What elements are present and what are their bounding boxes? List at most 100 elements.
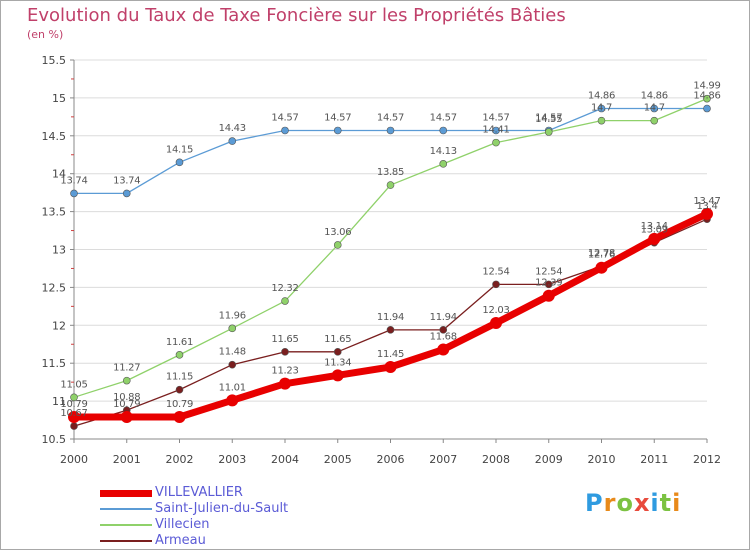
y-tick-label: 13 bbox=[52, 244, 66, 257]
data-point-armeau bbox=[439, 326, 448, 334]
data-label: 12.39 bbox=[535, 278, 562, 289]
x-tick-label: 2000 bbox=[60, 453, 88, 466]
data-point-villecien bbox=[281, 297, 289, 305]
data-point-villecien bbox=[333, 241, 342, 249]
data-point-armeau bbox=[228, 360, 237, 369]
data-label: 14.41 bbox=[482, 125, 509, 136]
data-label: 14.57 bbox=[430, 112, 457, 123]
x-tick-label: 2008 bbox=[482, 453, 510, 466]
data-point-villevallier bbox=[384, 360, 397, 373]
data-label: 14.7 bbox=[644, 103, 665, 114]
legend-label: VILLEVALLIER bbox=[155, 485, 243, 500]
x-tick-label: 2009 bbox=[535, 453, 563, 466]
data-point-villevallier bbox=[542, 289, 555, 302]
data-point-villevallier bbox=[701, 207, 713, 220]
data-label: 13.85 bbox=[377, 167, 404, 178]
data-point-villevallier bbox=[595, 261, 608, 274]
data-label: 14.55 bbox=[535, 114, 562, 125]
data-label: 14.13 bbox=[430, 146, 457, 157]
y-tick-label: 14.5 bbox=[42, 130, 67, 143]
data-label: 11.96 bbox=[219, 310, 246, 321]
y-tick-label: 11 bbox=[52, 395, 66, 408]
data-label: 13.4 bbox=[696, 201, 717, 212]
data-point-villecien bbox=[544, 128, 553, 136]
data-label: 13.14 bbox=[641, 221, 668, 232]
chart-title: Evolution du Taux de Taxe Foncière sur l… bbox=[27, 5, 566, 26]
data-point-villecien bbox=[122, 376, 131, 385]
data-label: 10.67 bbox=[60, 408, 87, 419]
data-point-armeau bbox=[175, 385, 184, 394]
y-tick-label: 15 bbox=[52, 92, 66, 105]
data-point-villecien bbox=[597, 116, 606, 125]
data-point-villevallier bbox=[226, 394, 239, 407]
data-point-villevallier bbox=[490, 317, 502, 330]
data-label: 14.57 bbox=[324, 112, 351, 123]
data-label: 14.7 bbox=[591, 103, 612, 114]
data-label: 11.65 bbox=[324, 334, 351, 345]
data-label: 11.34 bbox=[324, 357, 351, 368]
data-point-villecien bbox=[439, 160, 448, 168]
data-point-villecien bbox=[70, 393, 78, 402]
data-label: 11.05 bbox=[60, 379, 87, 390]
data-point-armeau bbox=[70, 422, 78, 430]
data-point-saint-julien-du-sault bbox=[281, 126, 289, 135]
legend-label: Armeau bbox=[155, 533, 206, 548]
x-tick-label: 2006 bbox=[377, 453, 405, 466]
data-label: 11.94 bbox=[430, 312, 457, 323]
data-point-saint-julien-du-sault bbox=[175, 158, 184, 167]
data-point-armeau bbox=[492, 280, 500, 289]
proxiti-logo: Proxiti bbox=[585, 489, 681, 517]
y-tick-label: 12 bbox=[52, 319, 66, 332]
legend-label: Saint-Julien-du-Sault bbox=[155, 501, 289, 516]
data-label: 13.09 bbox=[641, 225, 668, 236]
data-label: 12.03 bbox=[482, 305, 509, 316]
data-label: 12.54 bbox=[535, 266, 562, 277]
x-tick-label: 2002 bbox=[166, 453, 194, 466]
data-point-saint-julien-du-sault bbox=[597, 104, 606, 113]
data-point-villevallier bbox=[648, 232, 661, 245]
y-tick-label: 10.5 bbox=[42, 433, 67, 446]
y-tick-label: 11.5 bbox=[42, 357, 67, 370]
data-label: 11.23 bbox=[271, 366, 298, 377]
data-label: 12.54 bbox=[482, 266, 509, 277]
data-label: 13.74 bbox=[60, 175, 87, 186]
data-point-saint-julien-du-sault bbox=[386, 126, 395, 135]
x-tick-label: 2012 bbox=[693, 453, 721, 466]
data-point-saint-julien-du-sault bbox=[122, 189, 131, 198]
data-label: 14.86 bbox=[641, 91, 668, 102]
data-label: 13.06 bbox=[324, 227, 351, 238]
data-point-saint-julien-du-sault bbox=[650, 104, 659, 113]
data-point-armeau bbox=[386, 326, 395, 334]
data-label: 14.15 bbox=[166, 144, 193, 155]
data-label: 13.47 bbox=[693, 196, 720, 207]
x-tick-label: 2007 bbox=[429, 453, 457, 466]
data-label: 14.57 bbox=[482, 112, 509, 123]
data-label: 11.48 bbox=[219, 347, 246, 358]
data-label: 10.88 bbox=[113, 392, 140, 403]
data-point-villevallier bbox=[279, 377, 291, 390]
data-point-saint-julien-du-sault bbox=[439, 126, 448, 135]
data-point-armeau bbox=[333, 348, 342, 356]
data-label: 10.79 bbox=[60, 399, 87, 410]
data-label: 14.57 bbox=[271, 112, 298, 123]
data-point-villecien bbox=[650, 116, 659, 125]
legend-swatch bbox=[100, 490, 152, 497]
x-tick-label: 2010 bbox=[588, 453, 616, 466]
data-point-armeau bbox=[544, 280, 553, 289]
data-point-saint-julien-du-sault bbox=[492, 126, 500, 135]
y-tick-label: 12.5 bbox=[42, 281, 67, 294]
x-tick-label: 2011 bbox=[640, 453, 668, 466]
data-label: 11.01 bbox=[219, 382, 246, 393]
x-tick-label: 2001 bbox=[113, 453, 141, 466]
logo-letter: P bbox=[585, 489, 604, 517]
data-point-saint-julien-du-sault bbox=[70, 189, 78, 198]
x-tick-label: 2005 bbox=[324, 453, 352, 466]
data-label: 10.79 bbox=[166, 399, 193, 410]
data-label: 14.86 bbox=[693, 91, 720, 102]
data-label: 12.32 bbox=[271, 283, 298, 294]
data-label: 14.99 bbox=[693, 81, 720, 92]
data-point-saint-julien-du-sault bbox=[228, 137, 237, 145]
data-point-villecien bbox=[386, 181, 395, 189]
